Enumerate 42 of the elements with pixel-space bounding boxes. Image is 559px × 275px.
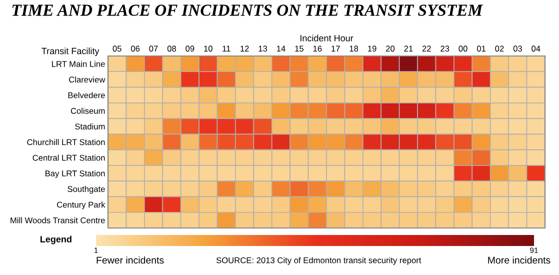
x-tick-label: 01 <box>476 46 486 52</box>
y-tick-label: Belvedere <box>68 92 105 98</box>
y-tick-label: Bay LRT Station <box>46 170 105 178</box>
y-tick-label: Churchill LRT Station <box>27 138 105 146</box>
source-note: SOURCE: 2013 City of Edmonton transit security report <box>216 257 422 265</box>
y-tick-label: Stadium <box>75 123 105 130</box>
x-tick-label: 14 <box>276 46 286 52</box>
x-tick-label: 12 <box>240 46 249 52</box>
chart-title: TIME AND PLACE OF INCIDENTS ON THE TRANSIT SYSTEM <box>12 4 484 16</box>
text: More incidents <box>488 256 550 264</box>
y-axis-title: Transit Facility <box>42 48 100 56</box>
y-tick-label: LRT Main Line <box>52 60 105 67</box>
x-tick-label: 02 <box>495 46 504 52</box>
y-tick-label: Clareview <box>69 76 106 83</box>
x-tick-label: 09 <box>186 46 194 52</box>
color-bar-title: Legend <box>40 236 72 244</box>
y-tick-label: Central LRT Station <box>32 154 105 161</box>
x-tick-label: 20 <box>386 46 395 52</box>
x-tick-label: 19 <box>368 46 376 52</box>
y-tick-label: Century Park <box>57 202 106 210</box>
x-tick-label: 08 <box>167 46 176 52</box>
x-tick-label: 13 <box>258 46 268 52</box>
x-tick-label: 05 <box>112 46 122 52</box>
x-tick-label: 15 <box>295 46 304 52</box>
text: Fewer incidents <box>96 256 164 264</box>
y-tick-label: Southgate <box>68 186 105 194</box>
x-tick-label: 00 <box>458 46 468 52</box>
x-tick-label: 04 <box>532 46 540 52</box>
y-tick-label: Mill Woods Transit Centre <box>10 217 105 224</box>
y-tick-label: Coliseum <box>70 108 105 114</box>
x-tick-label: 07 <box>149 46 158 52</box>
x-tick-label: 17 <box>332 46 340 52</box>
x-tick-label: 18 <box>350 46 358 52</box>
x-tick-label: 06 <box>131 46 140 52</box>
x-tick-label: 22 <box>422 46 431 52</box>
x-tick-label: 03 <box>513 46 522 52</box>
x-tick-label: 16 <box>313 46 322 52</box>
x-axis-title: Incident Hour <box>300 34 354 42</box>
x-tick-label: 23 <box>440 46 450 52</box>
x-tick-label: 21 <box>404 46 413 52</box>
x-tick-label: 11 <box>222 46 230 52</box>
x-tick-label: 10 <box>204 46 212 52</box>
